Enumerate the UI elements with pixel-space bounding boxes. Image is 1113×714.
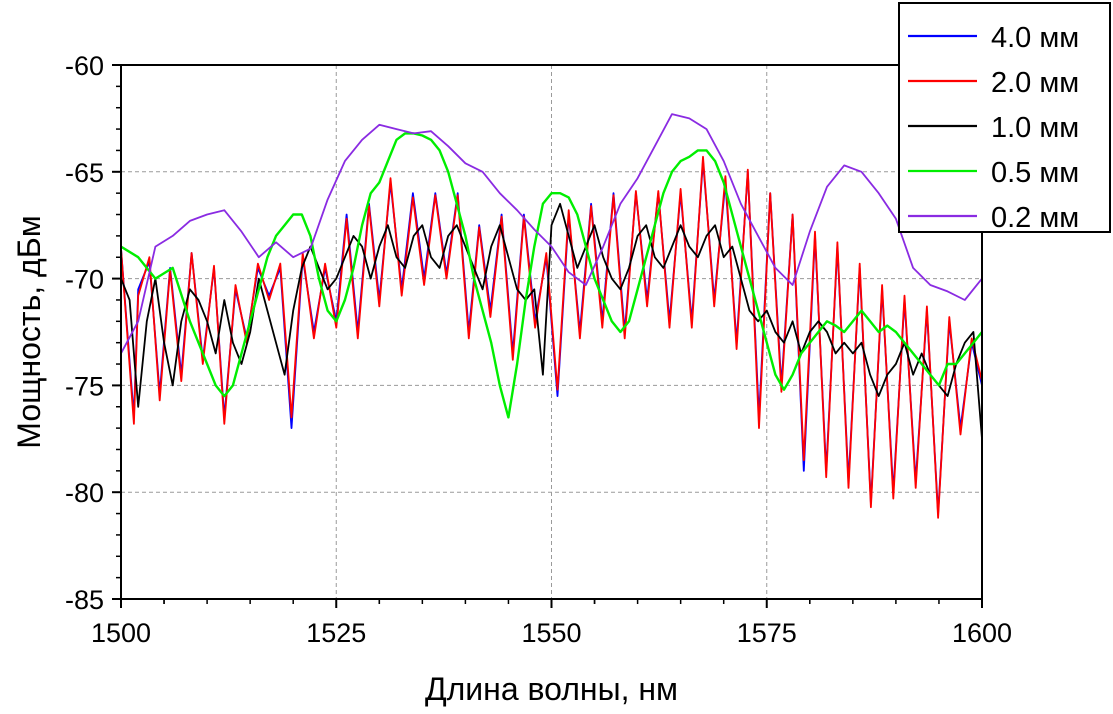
axis-ticks: 1500 1525 1550 1575 1600 -60 -65 -70 -75 -80 -85 [65,51,1012,648]
x-tick-label: 1525 [306,618,366,648]
series-line-1-0 [120,202,983,439]
legend-label: 0.5 мм [991,157,1079,189]
legend-box [898,2,1111,233]
y-axis-title: Мощность, дБм [11,215,47,448]
y-tick-label: -65 [65,158,104,188]
y-tick-label: -85 [65,585,104,615]
y-tick-label: -75 [65,371,104,401]
legend-label: 1.0 мм [991,112,1079,144]
x-tick-label: 1500 [91,618,151,648]
x-tick-label: 1575 [737,618,797,648]
series-lines [120,113,983,519]
y-tick-label: -70 [65,265,104,295]
x-axis-title: Длина волны, нм [425,671,678,707]
y-tick-label: -60 [65,51,104,81]
legend-label: 2.0 мм [991,67,1079,99]
legend: 4.0 мм 2.0 мм 1.0 мм 0.5 мм 0.2 мм [898,2,1111,234]
legend-label: 0.2 мм [991,202,1079,234]
legend-label: 4.0 мм [991,22,1079,54]
series-line-0-2 [120,113,983,354]
x-tick-label: 1600 [952,618,1012,648]
series-line-2-0 [120,155,983,519]
y-tick-label: -80 [65,478,104,508]
x-tick-label: 1550 [521,618,581,648]
series-line-0-5 [120,132,983,419]
